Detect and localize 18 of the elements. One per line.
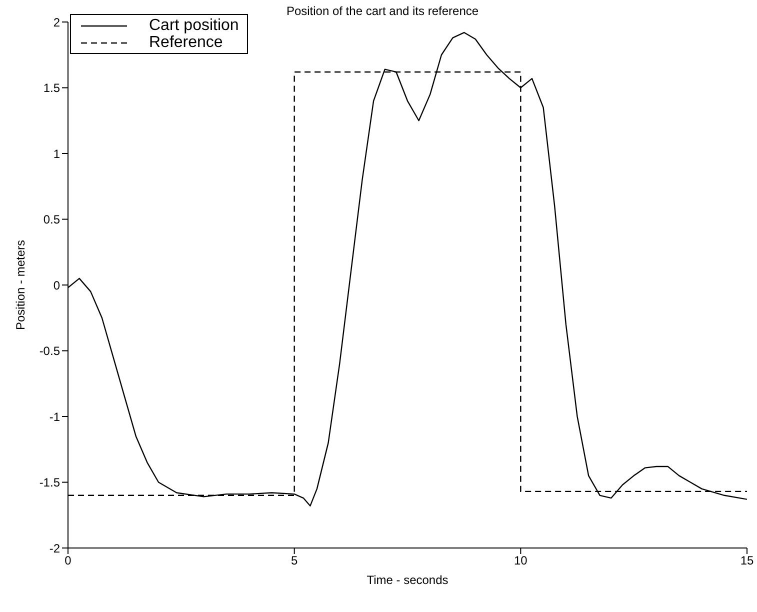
x-tick-label: 0 (64, 554, 72, 568)
y-tick-label: 0.5 (43, 212, 60, 227)
x-tick-label: 5 (290, 554, 298, 568)
y-tick-label: -1 (49, 410, 60, 424)
y-tick-label: 1 (53, 146, 60, 161)
legend-label: Cart position (149, 17, 239, 34)
x-tick-label: 15 (740, 554, 754, 568)
y-tick-label: 1.5 (43, 81, 60, 96)
y-axis-title: Position - meters (13, 240, 28, 330)
y-tick-label: -2 (49, 541, 60, 556)
x-tick-label: 10 (514, 554, 528, 568)
y-tick-label: -1.5 (39, 476, 60, 490)
legend-label: Reference (149, 34, 223, 51)
x-axis-title: Time - seconds (366, 573, 448, 587)
y-tick-label: 0 (53, 278, 60, 292)
chart-title: Position of the cart and its reference (286, 4, 479, 18)
y-tick-label: 2 (53, 15, 60, 30)
y-tick-label: -0.5 (39, 344, 60, 358)
